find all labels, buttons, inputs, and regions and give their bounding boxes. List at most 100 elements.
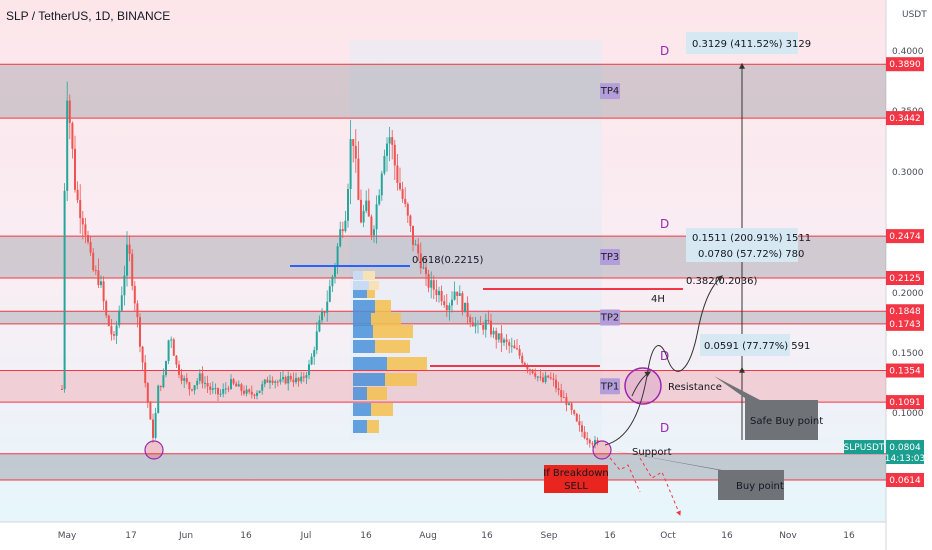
candle-body <box>282 377 284 380</box>
symbol-tag-box <box>844 440 884 455</box>
candle-body <box>555 379 557 389</box>
candle-body <box>399 182 401 190</box>
candle-body <box>191 389 193 391</box>
zone-label-box <box>600 83 620 100</box>
candle-body <box>360 199 362 223</box>
candle-body <box>289 375 292 380</box>
candle-body <box>487 319 490 321</box>
candle-body <box>448 305 451 311</box>
candle-body <box>209 386 212 390</box>
candle-body <box>128 244 131 254</box>
volume-bar-sell <box>367 387 387 400</box>
price-tag-label: 0.3442 <box>889 114 921 124</box>
candle-body <box>391 137 394 145</box>
zone-label-box <box>600 249 620 266</box>
candle-body <box>490 320 492 335</box>
candle-body <box>89 242 92 253</box>
y-tick-label: 0.1000 <box>892 409 924 419</box>
candle-body <box>352 139 355 146</box>
candle-body <box>562 397 565 399</box>
x-tick-label: 16 <box>360 531 372 541</box>
candle-body <box>79 200 82 219</box>
candle-body <box>266 379 269 383</box>
candle-body <box>206 383 209 387</box>
candle-body <box>87 235 89 243</box>
candle-body <box>404 198 407 204</box>
candle-body <box>214 388 217 390</box>
candle-body <box>492 330 495 335</box>
x-tick-label: 16 <box>240 531 252 541</box>
candle-body <box>557 388 560 391</box>
candle-body <box>71 122 74 149</box>
candle-body <box>573 410 576 414</box>
zone-label-tp1: TP1 <box>600 381 620 392</box>
price-tag-label: 0.1091 <box>889 398 921 408</box>
candle-body <box>500 333 503 343</box>
candle-body <box>240 384 243 391</box>
breakdown-label: If Breakdown <box>543 468 608 479</box>
y-tick-label: 0.3000 <box>892 168 924 178</box>
candle-body <box>357 158 360 200</box>
candle-body <box>237 384 240 387</box>
measure-label-tp1: 0.0591 (77.77%) 591 <box>704 341 810 352</box>
volume-bar-buy <box>353 373 385 386</box>
volume-bar-sell <box>371 313 401 326</box>
time-axis: May 17 Jun 16 Jul 16 Aug 16 Sep 16 Oct 16 Nov 16 <box>58 531 855 541</box>
candle-body <box>141 346 144 363</box>
zone-label-box <box>600 309 620 326</box>
candle-body <box>152 419 154 438</box>
candle-body <box>417 244 420 254</box>
candle-body <box>188 382 191 390</box>
candle-body <box>136 303 139 318</box>
candle-body <box>310 356 313 365</box>
candle-body <box>175 355 178 365</box>
candle-body <box>230 379 232 389</box>
candle-body <box>113 334 115 336</box>
candle-body <box>287 375 290 384</box>
current-price-label: 0.0804 <box>889 443 921 453</box>
price-tag-box <box>886 363 924 378</box>
candle-body <box>74 148 76 190</box>
candle-body <box>211 388 214 390</box>
measure-label-tp3b: 0.0780 (57.72%) 780 <box>698 249 804 260</box>
annotation-layer: 0.618(0.2215) 0.382(0.2036) 4H D D D D 0.3129 (… <box>144 32 823 516</box>
candle-body <box>560 390 563 398</box>
candle-body <box>256 392 258 396</box>
candle-body <box>118 310 121 326</box>
candle-body <box>162 375 165 388</box>
candle-body <box>66 100 69 191</box>
price-tag-box <box>886 473 924 487</box>
price-tag-label: 0.1354 <box>889 367 921 377</box>
zone-label-tp4: TP4 <box>600 86 620 97</box>
candle-body <box>536 376 539 378</box>
candle-body <box>276 381 279 383</box>
time-axis-panel <box>0 522 886 550</box>
candle-body <box>94 270 97 272</box>
candle-body <box>198 373 201 381</box>
volume-bar-sell <box>387 357 427 370</box>
candle-body <box>154 413 157 438</box>
candle-body <box>115 325 118 336</box>
candle-body <box>518 349 521 356</box>
candle-body <box>505 339 508 343</box>
candle-body <box>321 311 323 321</box>
d-marker: D <box>660 44 669 58</box>
measure-box-tp1 <box>700 334 790 356</box>
candle-body <box>419 253 422 269</box>
price-tag-box <box>886 304 924 319</box>
buy-label: Buy point <box>736 481 784 492</box>
x-tick-label: May <box>58 531 77 541</box>
candle-body <box>479 323 482 326</box>
candle-body <box>339 229 342 247</box>
price-tag-box <box>886 395 924 410</box>
candle-body <box>583 431 586 439</box>
candle-body <box>453 291 456 300</box>
price-tag-box <box>886 57 924 72</box>
candle-body <box>61 389 63 390</box>
candle-body <box>386 143 388 156</box>
candle-body <box>297 377 300 382</box>
candle-body <box>279 379 282 382</box>
candle-body <box>412 225 414 245</box>
volume-bar-sell <box>373 325 413 338</box>
y-tick-label: 0.2000 <box>892 289 924 299</box>
